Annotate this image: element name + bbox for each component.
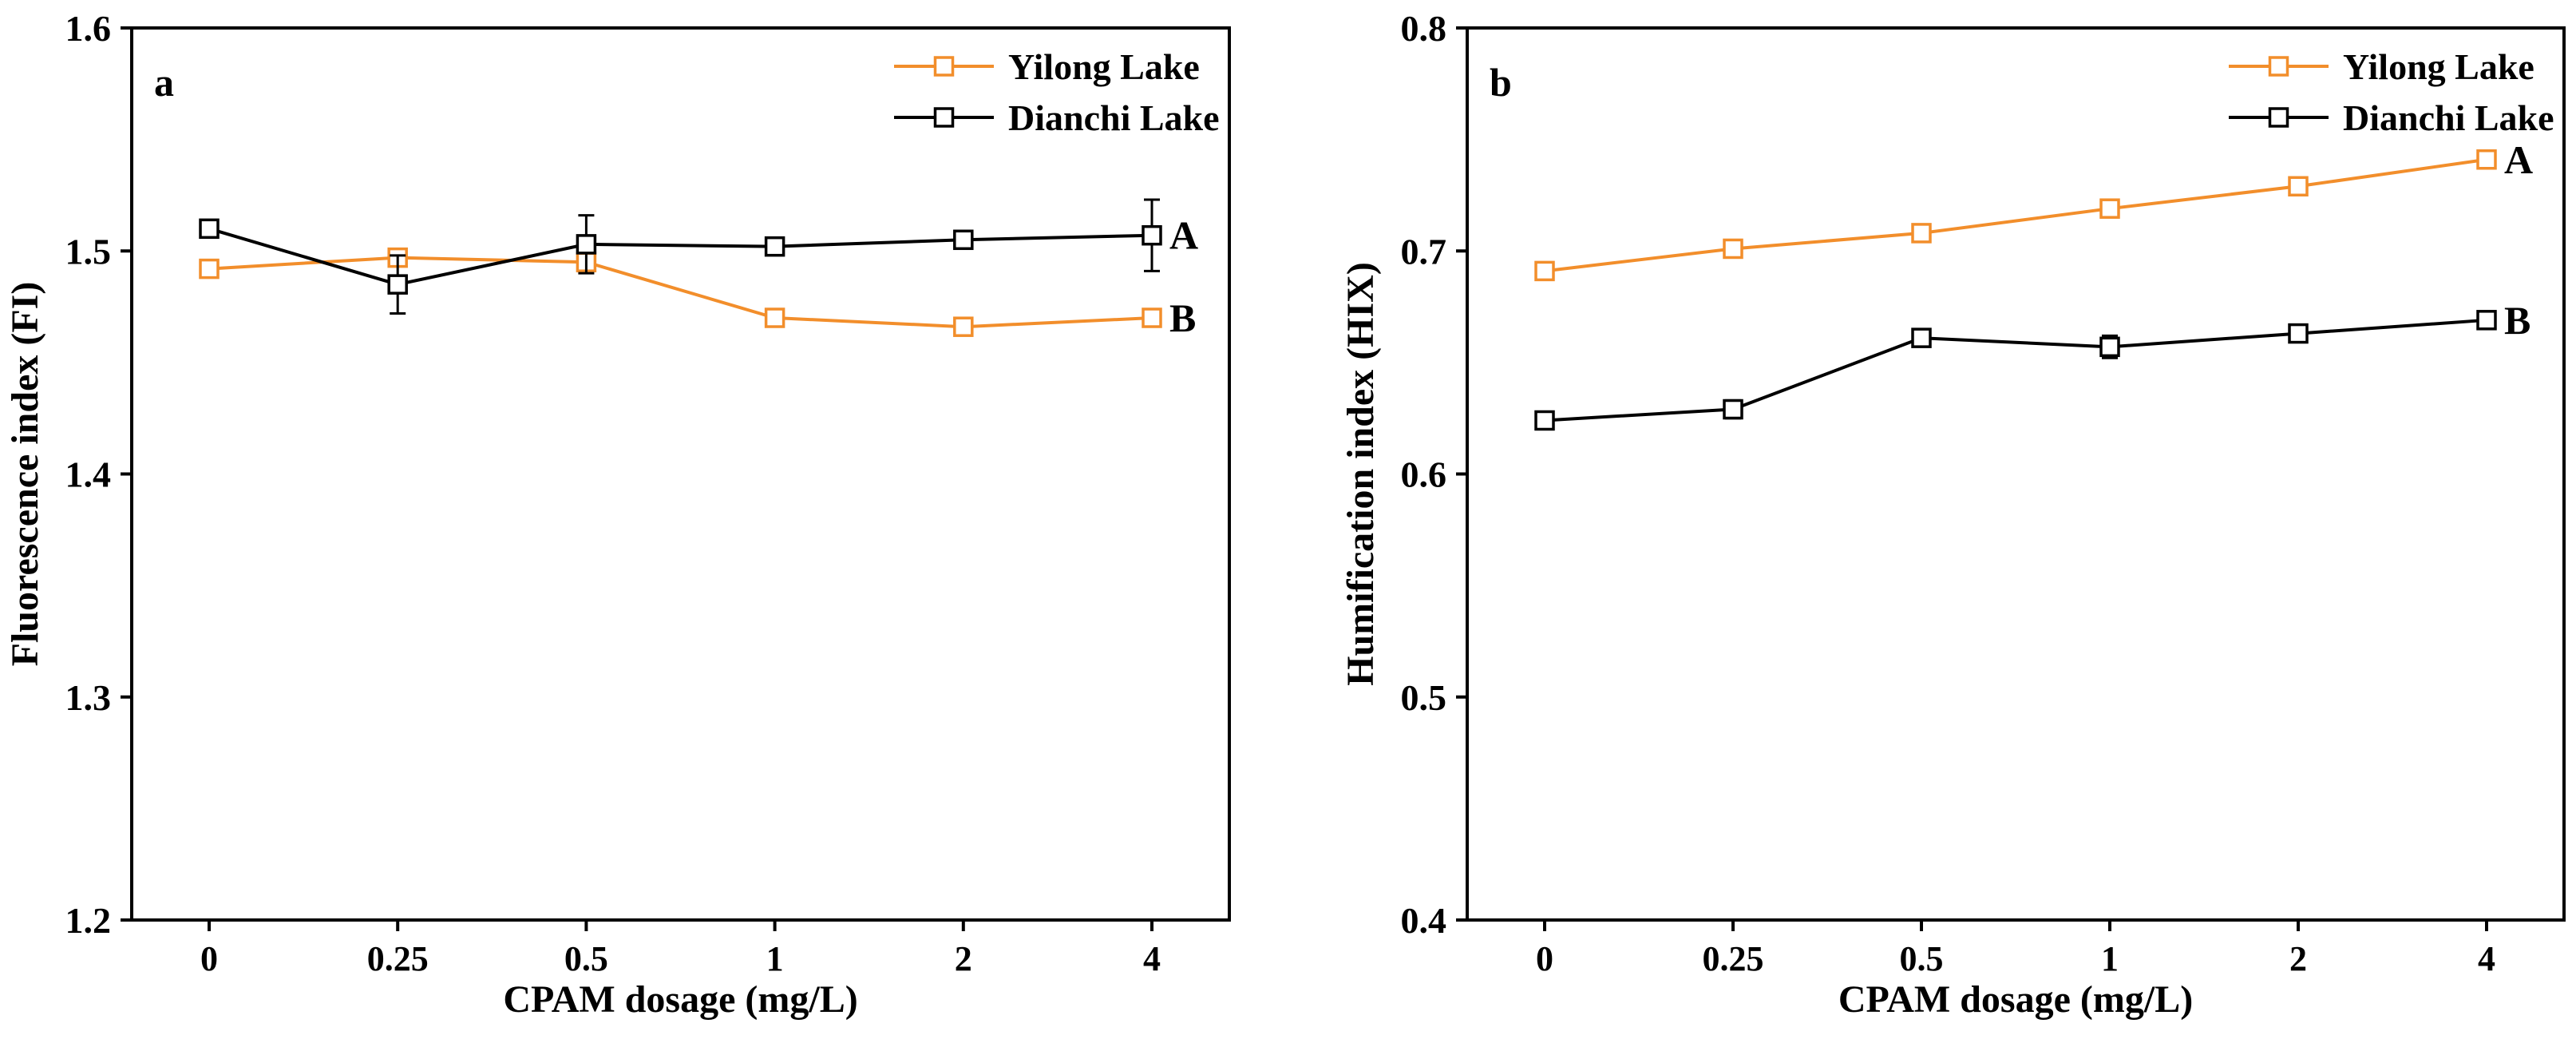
y-tick-label: 0.7 — [1401, 231, 1447, 272]
data-point — [576, 234, 597, 255]
series-end-label: A — [1169, 213, 1198, 258]
series-end-label: B — [2504, 298, 2530, 343]
data-point — [1534, 410, 1555, 431]
legend-marker — [2268, 56, 2289, 77]
x-tick-label: 4 — [2478, 939, 2495, 978]
data-point — [764, 236, 785, 257]
data-point — [953, 229, 974, 251]
y-tick-label: 1.4 — [65, 454, 112, 495]
x-tick-label: 0.5 — [564, 939, 608, 978]
data-point — [1911, 327, 1932, 348]
y-tick-label: 0.5 — [1401, 677, 1447, 718]
x-tick-label: 1 — [766, 939, 784, 978]
x-tick-label: 0.5 — [1900, 939, 1944, 978]
panel-label: b — [1490, 60, 1512, 105]
data-point — [2476, 310, 2497, 331]
series-line — [208, 227, 1153, 287]
x-tick-label: 0.25 — [367, 939, 429, 978]
series-dianchi-lake — [1534, 310, 2497, 431]
series-yilong-lake — [199, 247, 1162, 337]
series-line — [1544, 318, 2487, 422]
data-point — [1142, 224, 1162, 246]
legend-marker — [933, 56, 955, 77]
legend-marker — [2268, 107, 2289, 128]
data-point — [1723, 238, 1743, 260]
data-point — [1723, 399, 1743, 420]
y-axis-label: Humification index (HIX) — [1339, 262, 1382, 686]
data-point — [2288, 323, 2309, 344]
y-axis-label: Fluorescence index (FI) — [4, 282, 46, 667]
data-point — [2099, 336, 2120, 358]
data-point — [199, 258, 220, 280]
series-yilong-lake — [1534, 149, 2497, 282]
x-tick-label: 0 — [1536, 939, 1553, 978]
plot-frame — [130, 26, 1231, 922]
data-point — [1911, 223, 1932, 244]
data-point — [764, 307, 785, 328]
y-tick-label: 0.6 — [1401, 454, 1447, 495]
legend-marker — [933, 107, 955, 128]
plot-frame — [1466, 26, 2566, 922]
y-tick-label: 1.2 — [65, 900, 112, 941]
x-tick-label: 0 — [200, 939, 218, 978]
x-tick-label: 2 — [2289, 939, 2307, 978]
series-end-label: A — [2504, 137, 2533, 182]
data-point — [387, 274, 408, 295]
series-end-label: B — [1169, 295, 1196, 340]
data-point — [1534, 260, 1555, 282]
legend-label: Dianchi Lake — [2343, 97, 2554, 138]
legend-label: Yilong Lake — [1008, 46, 1200, 87]
legend-label: Dianchi Lake — [1008, 97, 1220, 138]
y-tick-label: 0.8 — [1401, 8, 1447, 49]
data-point — [2099, 198, 2120, 219]
data-point — [1142, 307, 1162, 328]
data-point — [953, 316, 974, 337]
data-point — [2476, 149, 2497, 170]
chart-panel-a: a 1.2 1.3 1.4 1.5 1.6 0 0.25 0.5 1 2 4 CPAM dosage (… — [4, 8, 1231, 1021]
x-tick-label: 2 — [955, 939, 972, 978]
x-tick-label: 4 — [1143, 939, 1161, 978]
x-axis-label: CPAM dosage (mg/L) — [1838, 978, 2193, 1021]
data-point — [2288, 176, 2309, 197]
y-tick-label: 1.6 — [65, 8, 112, 49]
panel-label: a — [154, 60, 174, 105]
data-point — [199, 218, 220, 240]
series-line — [1544, 157, 2487, 273]
chart-panel-b: b 0.4 0.5 0.6 0.7 0.8 0 0.25 0.5 1 2 4 CPAM dosage (… — [1339, 8, 2566, 1021]
y-tick-label: 0.4 — [1401, 900, 1447, 941]
x-axis-label: CPAM dosage (mg/L) — [503, 978, 857, 1021]
series-line — [208, 256, 1153, 329]
x-tick-label: 1 — [2101, 939, 2119, 978]
legend-label: Yilong Lake — [2343, 46, 2534, 87]
y-tick-label: 1.5 — [65, 231, 112, 272]
y-tick-label: 1.3 — [65, 677, 112, 718]
series-dianchi-lake — [199, 198, 1162, 315]
x-tick-label: 0.25 — [1703, 939, 1764, 978]
